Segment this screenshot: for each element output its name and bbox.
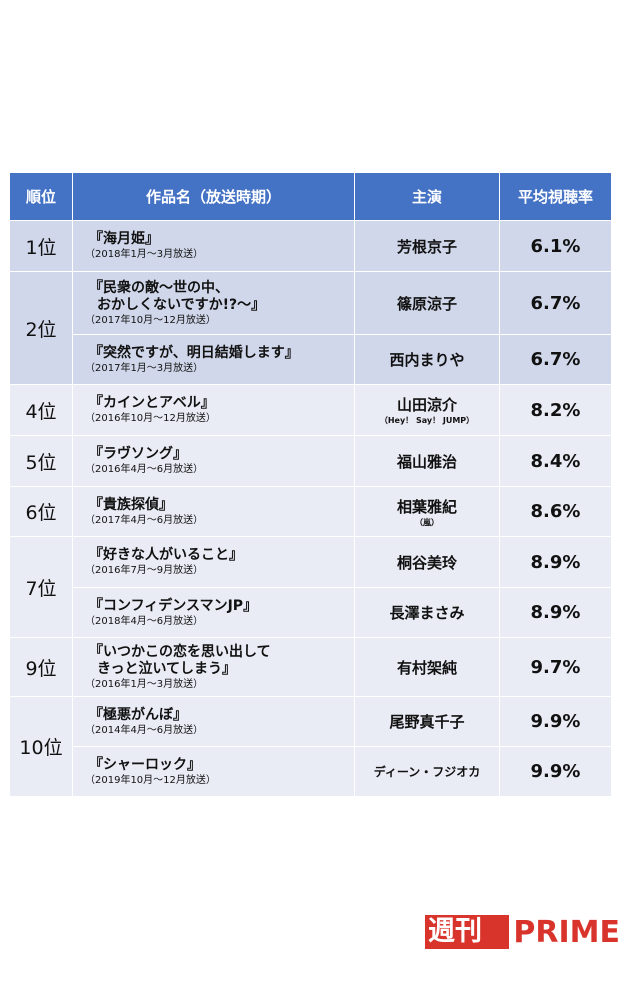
title-line: 『海月姫』: [89, 231, 159, 247]
star-cell: 桐谷美玲: [355, 537, 500, 588]
star-cell: 相葉雅紀 （嵐）: [355, 487, 500, 537]
title-cell: 『突然ですが、明日結婚します』 （2017年1月～3月放送）: [73, 335, 355, 385]
title-cell: 『ラヴソング』 （2016年4月～6月放送）: [73, 436, 355, 487]
title-line: 『シャーロック』: [89, 756, 201, 773]
header-cell: 順位: [10, 173, 73, 221]
rating-cell: 9.9%: [500, 747, 612, 797]
star-name: 山田涼介: [396, 396, 457, 414]
rank-cell: 6位: [10, 487, 73, 537]
broadcast-period: （2016年7月～9月放送）: [85, 565, 204, 576]
title-cell: 『いつかこの恋を思い出して きっと泣いてしまう』 （2016年1月～3月放送）: [73, 638, 355, 697]
broadcast-period: （2016年10月～12月放送）: [85, 413, 216, 424]
rating-cell: 6.7%: [500, 335, 612, 385]
title-cell: 『貴族探偵』 （2017年4月～6月放送）: [73, 487, 355, 537]
rank-cell: 4位: [10, 385, 73, 436]
title-line: 『極悪がんぼ』: [89, 706, 187, 723]
rank-cell: 5位: [10, 436, 73, 487]
star-name: 長澤まさみ: [389, 604, 465, 622]
rating-cell: 6.7%: [500, 272, 612, 335]
rank-cell: 1位: [10, 221, 73, 272]
title-cell: 『コンフィデンスマンJP』 （2018年4月～6月放送）: [73, 588, 355, 638]
star-name: 桐谷美玲: [396, 553, 457, 572]
star-name: 篠原涼子: [396, 294, 457, 313]
rating-cell: 8.6%: [500, 487, 612, 537]
title-line: 『民衆の敵～世の中、: [89, 279, 229, 296]
title-line: 『ラヴソング』: [89, 446, 187, 462]
rank-cell: 7位: [10, 537, 73, 638]
star-name: 西内まりや: [389, 351, 465, 369]
rank-cell: 10位: [10, 697, 73, 797]
star-name: 福山雅治: [396, 452, 457, 471]
star-cell: 有村架純: [355, 638, 500, 697]
star-cell: 篠原涼子: [355, 272, 500, 335]
title-cell: 『カインとアベル』 （2016年10月～12月放送）: [73, 385, 355, 436]
header-cell: 作品名（放送時期）: [73, 173, 355, 221]
title-line: 『コンフィデンスマンJP』: [89, 597, 258, 614]
header-cell: 主演: [355, 173, 500, 221]
star-name: 芳根京子: [396, 237, 457, 256]
broadcast-period: （2016年4月～6月放送）: [85, 464, 204, 475]
rating-cell: 9.9%: [500, 697, 612, 747]
star-cell: 西内まりや: [355, 335, 500, 385]
star-note: （嵐）: [415, 517, 439, 527]
title-cell: 『好きな人がいること』 （2016年7月～9月放送）: [73, 537, 355, 588]
rating-cell: 8.4%: [500, 436, 612, 487]
star-cell: 長澤まさみ: [355, 588, 500, 638]
watermark: 週刊女性 PRIME: [425, 914, 620, 981]
rank-cell: 9位: [10, 638, 73, 697]
title-cell: 『海月姫』 （2018年1月～3月放送）: [73, 221, 355, 272]
title-line: 『カインとアベル』: [89, 395, 215, 411]
page: 順位 作品名（放送時期） 主演 平均視聴率 1位 『海月姫』 （2018年1月～3月放送） 芳…: [10, 173, 620, 981]
broadcast-period: （2018年4月～6月放送）: [85, 615, 204, 627]
title-line: 『いつかこの恋を思い出して: [89, 643, 271, 660]
title-cell: 『民衆の敵～世の中、 おかしくないですか!?～』 （2017年10月～12月放送）: [73, 272, 355, 335]
watermark-left: 週刊女性: [425, 915, 510, 981]
star-name: 有村架純: [396, 658, 457, 677]
broadcast-period: （2014年4月～6月放送）: [85, 724, 204, 736]
broadcast-period: （2019年10月～12月放送）: [85, 774, 216, 786]
star-cell: ディーン・フジオカ: [355, 747, 500, 797]
title-line: 『貴族探偵』: [89, 496, 173, 513]
star-cell: 福山雅治: [355, 436, 500, 487]
rating-cell: 9.7%: [500, 638, 612, 697]
title-line: おかしくないですか!?～』: [97, 296, 266, 313]
rank-cell: 2位: [10, 272, 73, 385]
rating-cell: 8.2%: [500, 385, 612, 436]
broadcast-period: （2017年1月～3月放送）: [85, 362, 204, 374]
star-note: （Hey！ Say！ JUMP）: [379, 416, 475, 425]
star-name: 尾野真千子: [389, 713, 465, 731]
header-cell: 平均視聴率: [500, 173, 612, 221]
broadcast-period: （2018年1月～3月放送）: [85, 249, 204, 260]
broadcast-period: （2016年1月～3月放送）: [85, 678, 204, 690]
watermark-right: PRIME: [513, 914, 620, 950]
title-line: 『好きな人がいること』: [89, 547, 243, 563]
rating-cell: 6.1%: [500, 221, 612, 272]
title-cell: 『シャーロック』 （2019年10月～12月放送）: [73, 747, 355, 797]
star-name: 相葉雅紀: [396, 497, 457, 516]
title-line: 『突然ですが、明日結婚します』: [89, 344, 299, 361]
rating-cell: 8.9%: [500, 537, 612, 588]
star-cell: 山田涼介 （Hey！ Say！ JUMP）: [355, 385, 500, 436]
title-line: きっと泣いてしまう』: [97, 660, 237, 677]
title-cell: 『極悪がんぼ』 （2014年4月～6月放送）: [73, 697, 355, 747]
rating-cell: 8.9%: [500, 588, 612, 638]
star-cell: 芳根京子: [355, 221, 500, 272]
star-cell: 尾野真千子: [355, 697, 500, 747]
broadcast-period: （2017年10月～12月放送）: [85, 314, 216, 326]
broadcast-period: （2017年4月～6月放送）: [85, 514, 204, 526]
star-name: ディーン・フジオカ: [373, 765, 481, 779]
